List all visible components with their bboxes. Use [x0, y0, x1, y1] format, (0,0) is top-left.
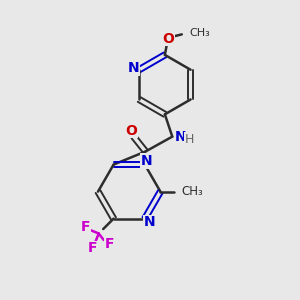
- Text: N: N: [140, 154, 152, 168]
- Text: N: N: [128, 61, 140, 75]
- Text: F: F: [81, 220, 90, 234]
- Text: CH₃: CH₃: [189, 28, 210, 38]
- Text: F: F: [104, 237, 114, 251]
- Text: CH₃: CH₃: [181, 185, 203, 198]
- Text: O: O: [163, 32, 174, 46]
- Text: N: N: [143, 215, 155, 229]
- Text: N: N: [175, 130, 186, 144]
- Text: F: F: [88, 242, 98, 255]
- Text: H: H: [185, 133, 194, 146]
- Text: O: O: [125, 124, 137, 138]
